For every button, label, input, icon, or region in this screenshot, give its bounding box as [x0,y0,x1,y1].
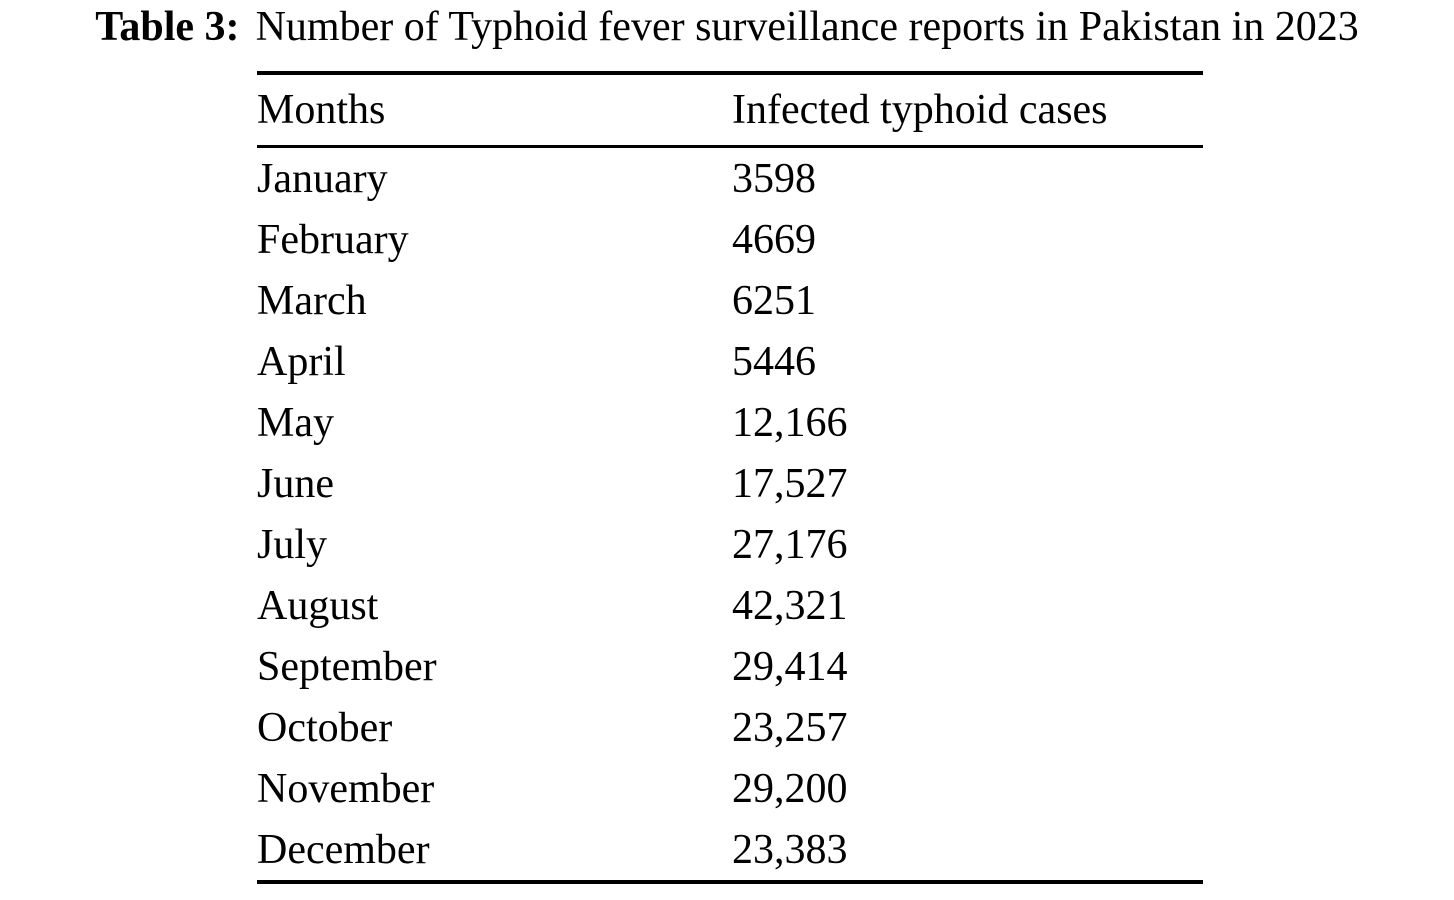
month-cell: October [257,704,393,751]
cases-cell: 23,383 [732,819,1203,884]
table-caption: Table 3: Number of Typhoid fever surveill… [0,0,1454,55]
month-cell: March [257,277,367,324]
table-row: May 12,166 [257,392,1203,453]
month-cell: August [257,582,379,629]
cases-cell: 5446 [732,338,816,385]
table-body: January 3598 February 4669 March 6251 Ap… [257,147,1203,884]
cases-cell: 3598 [732,155,816,202]
cases-cell: 23,257 [732,704,848,751]
table-row: November 29,200 [257,758,1203,819]
month-cell: July [257,521,328,568]
month-cell: December [257,819,732,884]
cases-cell: 27,176 [732,521,848,568]
table-row: April 5446 [257,331,1203,392]
cases-cell: 29,200 [732,765,848,812]
table-row: October 23,257 [257,697,1203,758]
cases-cell: 29,414 [732,643,848,690]
table-row: February 4669 [257,209,1203,270]
month-cell: September [257,643,437,690]
month-cell: April [257,338,346,385]
cases-cell: 17,527 [732,460,848,507]
header-cases: Infected typhoid cases [732,71,1203,148]
month-cell: May [257,399,334,446]
month-cell: February [257,216,409,263]
table-header: Months Infected typhoid cases [257,71,1203,148]
header-months: Months [257,71,732,148]
cases-cell: 42,321 [732,582,848,629]
table-row: July 27,176 [257,514,1203,575]
cases-cell: 6251 [732,277,816,324]
table-row: August 42,321 [257,575,1203,636]
table-row: June 17,527 [257,453,1203,514]
cases-cell: 4669 [732,216,816,263]
data-table: Months Infected typhoid cases January 35… [257,71,1203,884]
caption-label: Table 3: [95,4,240,50]
header-row: Months Infected typhoid cases [257,71,1203,148]
month-cell: January [257,155,388,202]
month-cell: November [257,765,435,812]
table-row: March 6251 [257,270,1203,331]
table-row: September 29,414 [257,636,1203,697]
table-row: December 23,383 [257,819,1203,884]
caption-text: Number of Typhoid fever surveillance rep… [255,4,1359,50]
cases-cell: 12,166 [732,399,848,446]
table-container: Months Infected typhoid cases January 35… [257,71,1203,884]
month-cell: June [257,460,334,507]
table-row: January 3598 [257,147,1203,210]
